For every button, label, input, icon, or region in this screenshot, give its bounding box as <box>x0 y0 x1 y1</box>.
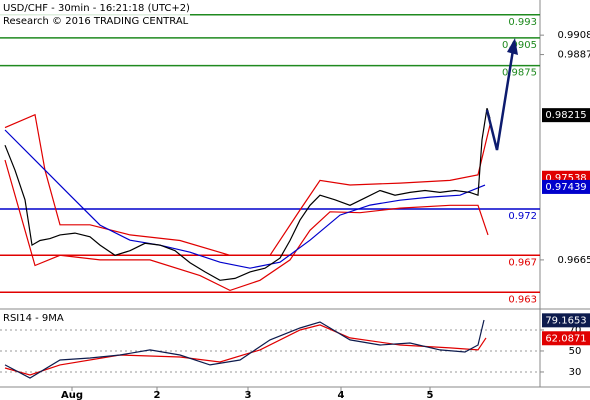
price-box-label: 62.0871 <box>545 333 586 344</box>
price-panel: 0.9908 0.9887 0.9665 0.993 0.9905 0.9875 0.972… <box>0 14 590 305</box>
chart-subtitle: Research © 2016 TRADING CENTRAL <box>3 16 189 27</box>
price-box-label: 0.98215 <box>545 110 586 121</box>
rsi-title: RSI14 - 9MA <box>3 313 64 324</box>
price-box <box>542 313 590 328</box>
forecast-arrowhead <box>507 38 518 55</box>
y-tick-label: 0.9665 <box>558 255 590 266</box>
series-line <box>4 324 487 376</box>
price-box-label: 0.97538 <box>545 173 586 184</box>
series-line <box>4 113 491 256</box>
level-label: 0.9905 <box>502 40 537 51</box>
level-label: 0.993 <box>508 17 537 28</box>
x-tick-label: 3 <box>245 390 252 400</box>
chart-title: USD/CHF - 30min - 16:21:18 (UTC+2) <box>3 3 190 14</box>
level-label: 0.9875 <box>502 68 537 79</box>
price-box <box>542 179 590 194</box>
series-line <box>4 108 491 281</box>
level-label: 0.967 <box>508 257 537 268</box>
level-label: 0.972 <box>508 211 537 222</box>
level-label: 0.963 <box>508 294 537 305</box>
x-tick-label: 5 <box>427 390 434 400</box>
series-line <box>4 159 489 292</box>
price-box <box>542 108 590 123</box>
y-tick-label: 0.9908 <box>558 30 590 41</box>
series-line <box>4 319 485 379</box>
price-box-label: 0.97439 <box>545 182 586 193</box>
x-tick-label: 4 <box>338 390 345 400</box>
y-tick-label: 30 <box>569 367 582 378</box>
forecast-arrow <box>485 49 515 151</box>
x-tick-label: Aug <box>61 390 83 400</box>
y-tick-label: 0.9887 <box>558 50 590 61</box>
y-tick-label: 50 <box>569 346 582 357</box>
y-tick-label: 70 <box>569 325 582 336</box>
price-box <box>542 331 590 346</box>
series-line <box>4 129 486 269</box>
price-box-label: 79.1653 <box>545 315 586 326</box>
header-bg <box>0 0 190 28</box>
x-tick-label: 2 <box>154 390 161 400</box>
